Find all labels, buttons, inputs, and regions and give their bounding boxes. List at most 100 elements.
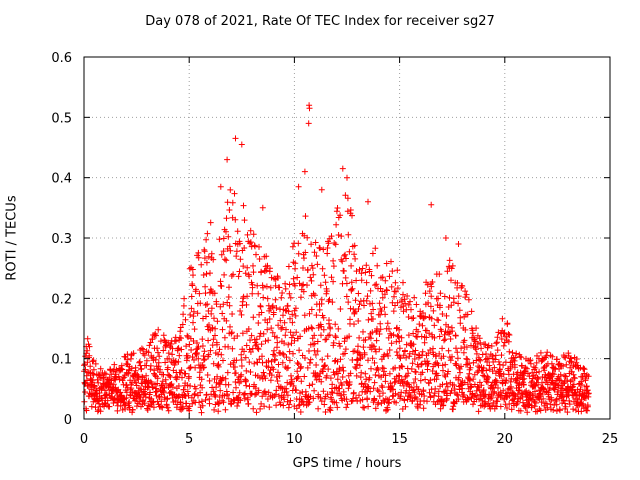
data-point bbox=[158, 398, 165, 405]
data-point bbox=[337, 356, 344, 363]
data-point bbox=[227, 323, 233, 330]
data-point bbox=[283, 354, 290, 361]
data-point bbox=[244, 394, 251, 401]
data-point bbox=[415, 386, 422, 393]
data-point bbox=[230, 271, 237, 278]
data-point bbox=[390, 386, 396, 393]
data-point bbox=[82, 389, 89, 395]
data-point bbox=[199, 402, 206, 409]
data-point bbox=[470, 401, 476, 408]
data-point bbox=[562, 373, 569, 380]
data-point bbox=[279, 324, 286, 331]
data-point bbox=[467, 364, 474, 371]
data-point bbox=[322, 336, 329, 343]
data-point bbox=[249, 290, 256, 297]
data-point bbox=[309, 335, 316, 342]
data-point bbox=[218, 251, 225, 258]
data-point bbox=[425, 350, 432, 357]
data-point bbox=[488, 343, 495, 349]
data-point bbox=[585, 373, 592, 380]
data-point bbox=[235, 273, 242, 280]
data-point bbox=[392, 378, 399, 385]
data-point bbox=[168, 341, 174, 347]
data-point bbox=[314, 348, 321, 355]
data-point bbox=[273, 305, 280, 311]
data-point bbox=[167, 374, 174, 380]
data-point bbox=[311, 387, 318, 394]
data-point bbox=[396, 354, 403, 360]
data-point bbox=[557, 407, 563, 414]
data-point bbox=[101, 370, 108, 377]
data-point bbox=[250, 405, 257, 412]
data-point bbox=[413, 333, 419, 340]
data-point bbox=[446, 294, 453, 301]
data-point bbox=[379, 384, 386, 391]
data-point bbox=[180, 311, 187, 318]
data-point bbox=[178, 346, 185, 353]
data-point bbox=[342, 251, 349, 258]
data-point bbox=[164, 404, 171, 411]
data-point bbox=[392, 279, 399, 286]
data-point bbox=[355, 343, 361, 350]
data-point bbox=[418, 361, 425, 368]
data-point bbox=[186, 265, 193, 272]
data-point bbox=[489, 385, 496, 392]
data-point bbox=[284, 379, 291, 386]
data-point bbox=[334, 404, 341, 411]
data-point bbox=[283, 326, 289, 333]
data-point bbox=[422, 376, 429, 383]
data-point bbox=[189, 266, 196, 273]
data-point bbox=[206, 400, 213, 407]
data-point bbox=[437, 302, 443, 309]
data-point bbox=[517, 407, 524, 414]
data-point bbox=[292, 265, 299, 272]
data-point bbox=[180, 386, 187, 393]
data-point bbox=[517, 353, 524, 360]
data-point bbox=[407, 392, 414, 399]
data-point bbox=[264, 295, 271, 302]
data-point bbox=[548, 360, 555, 367]
data-point bbox=[507, 387, 514, 393]
data-point bbox=[430, 307, 437, 314]
data-point bbox=[417, 377, 424, 384]
data-point bbox=[384, 287, 390, 294]
data-point bbox=[175, 345, 182, 352]
data-point bbox=[250, 269, 257, 276]
data-point bbox=[550, 407, 557, 413]
data-point bbox=[264, 396, 271, 402]
data-point bbox=[410, 341, 417, 348]
data-point bbox=[379, 294, 386, 301]
data-point bbox=[267, 284, 274, 291]
data-point bbox=[498, 352, 505, 359]
data-point bbox=[511, 364, 518, 371]
data-point bbox=[483, 367, 490, 374]
data-point bbox=[343, 293, 350, 300]
data-point bbox=[261, 403, 268, 410]
data-point bbox=[89, 358, 96, 365]
data-point bbox=[339, 165, 346, 172]
data-point bbox=[194, 340, 200, 346]
data-point bbox=[205, 253, 212, 260]
data-point bbox=[300, 281, 307, 288]
data-point bbox=[212, 325, 219, 332]
data-point bbox=[257, 405, 264, 412]
data-point bbox=[262, 375, 269, 382]
data-point bbox=[485, 374, 492, 381]
data-point bbox=[168, 381, 175, 387]
y-tick-label: 0.2 bbox=[51, 292, 72, 307]
data-point bbox=[274, 339, 281, 346]
data-point bbox=[307, 274, 314, 281]
data-point bbox=[376, 393, 383, 400]
data-point bbox=[297, 333, 304, 340]
data-point bbox=[349, 285, 356, 292]
data-point bbox=[367, 335, 374, 342]
data-point bbox=[477, 357, 484, 364]
data-point bbox=[480, 372, 487, 379]
data-point bbox=[573, 359, 580, 366]
data-point bbox=[195, 355, 202, 362]
data-point bbox=[402, 300, 409, 307]
data-point bbox=[294, 274, 301, 281]
data-point bbox=[96, 400, 103, 407]
data-point bbox=[339, 382, 345, 389]
data-point bbox=[423, 334, 430, 341]
